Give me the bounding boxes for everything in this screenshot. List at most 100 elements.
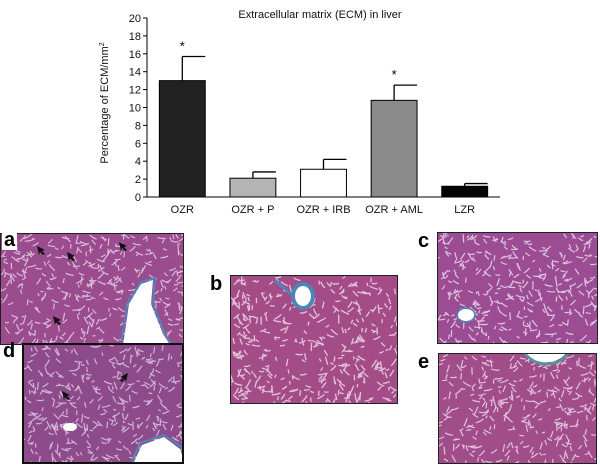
sinusoid-texture xyxy=(371,359,378,368)
sinusoid-texture xyxy=(566,389,570,393)
sinusoid-texture xyxy=(307,321,310,326)
sinusoid-texture xyxy=(37,292,40,297)
sinusoid-texture xyxy=(11,314,18,318)
sinusoid-texture xyxy=(534,404,539,409)
sinusoid-texture xyxy=(97,395,104,402)
y-tick-label: 20 xyxy=(129,13,141,25)
sinusoid-texture xyxy=(76,396,81,401)
sinusoid-texture xyxy=(472,399,481,403)
sinusoid-texture xyxy=(299,310,308,314)
sinusoid-texture xyxy=(519,297,524,303)
sinusoid-texture xyxy=(155,429,160,436)
sinusoid-texture xyxy=(47,372,54,378)
sinusoid-texture xyxy=(326,333,335,338)
sinusoid-texture xyxy=(505,295,514,301)
sinusoid-texture xyxy=(92,424,98,430)
sinusoid-texture xyxy=(455,443,461,449)
sinusoid-texture xyxy=(585,341,590,343)
sinusoid-texture xyxy=(231,297,238,305)
sinusoid-texture xyxy=(508,254,512,260)
sinusoid-texture xyxy=(95,389,98,394)
sinusoid-texture xyxy=(31,463,36,464)
sinusoid-texture xyxy=(587,339,592,343)
sinusoid-texture xyxy=(578,290,585,296)
sinusoid-texture xyxy=(75,452,80,457)
sinusoid-texture xyxy=(553,386,560,392)
sinusoid-texture xyxy=(348,400,352,403)
sinusoid-texture xyxy=(88,321,93,328)
sinusoid-texture xyxy=(475,430,478,436)
sinusoid-texture xyxy=(468,333,474,341)
sinusoid-texture xyxy=(162,301,171,306)
sinusoid-texture xyxy=(558,251,563,257)
sinusoid-texture xyxy=(474,299,480,306)
sinusoid-texture xyxy=(264,296,268,302)
sinusoid-texture xyxy=(475,268,482,275)
sinusoid-texture xyxy=(526,274,532,279)
sinusoid-texture xyxy=(444,250,452,255)
ecm-bar-chart: Extracellular matrix (ECM) in liver Perc… xyxy=(99,9,500,216)
sinusoid-texture xyxy=(24,438,26,440)
sinusoid-texture xyxy=(184,421,185,427)
sinusoid-texture xyxy=(280,393,286,400)
sinusoid-texture xyxy=(569,341,572,343)
sinusoid-texture xyxy=(545,245,552,251)
sinusoid-texture xyxy=(177,405,182,409)
sinusoid-texture xyxy=(26,364,33,372)
sinusoid-texture xyxy=(238,392,246,397)
sinusoid-texture xyxy=(588,388,591,393)
sinusoid-texture xyxy=(443,446,446,455)
sinusoid-texture xyxy=(261,367,268,370)
sinusoid-texture xyxy=(565,441,572,445)
sinusoid-texture xyxy=(12,273,17,278)
sinusoid-texture xyxy=(333,356,336,362)
sinusoid-texture xyxy=(281,399,287,403)
sinusoid-texture xyxy=(91,380,95,383)
sinusoid-texture xyxy=(365,311,370,318)
sinusoid-texture xyxy=(176,414,182,418)
sinusoid-texture xyxy=(477,291,480,297)
sinusoid-texture xyxy=(544,283,553,287)
sinusoid-texture xyxy=(321,336,326,339)
sinusoid-texture xyxy=(439,337,446,343)
sinusoid-texture xyxy=(168,386,176,393)
sinusoid-texture xyxy=(528,381,534,390)
sinusoid-texture xyxy=(89,234,97,240)
sinusoid-texture xyxy=(531,451,534,456)
sinusoid-texture xyxy=(333,307,338,314)
sinusoid-texture xyxy=(282,303,287,309)
sinusoid-texture xyxy=(546,314,555,316)
sinusoid-texture xyxy=(242,323,250,329)
sinusoid-texture xyxy=(439,362,444,366)
sinusoid-texture xyxy=(28,331,35,336)
sinusoid-texture xyxy=(366,282,369,287)
sinusoid-texture xyxy=(464,277,467,283)
sinusoid-texture xyxy=(556,340,558,343)
sinusoid-texture xyxy=(467,252,474,261)
sinusoid-texture xyxy=(171,240,179,243)
sinusoid-texture xyxy=(553,421,559,426)
sinusoid-texture xyxy=(4,271,11,276)
sinusoid-texture xyxy=(549,371,555,380)
sinusoid-texture xyxy=(263,348,268,351)
sinusoid-texture xyxy=(107,237,110,246)
sinusoid-texture xyxy=(526,322,532,330)
sinusoid-texture xyxy=(113,381,118,390)
sinusoid-texture xyxy=(59,452,61,458)
sinusoid-texture xyxy=(164,312,169,316)
sinusoid-texture xyxy=(252,315,258,319)
sinusoid-texture xyxy=(15,249,21,253)
sinusoid-texture xyxy=(378,307,383,310)
sinusoid-texture xyxy=(466,234,470,239)
sinusoid-texture xyxy=(582,257,588,263)
sinusoid-texture xyxy=(135,251,144,256)
sinusoid-texture xyxy=(561,362,567,365)
sinusoid-texture xyxy=(494,377,504,380)
sinusoid-texture xyxy=(178,303,181,311)
sinusoid-texture xyxy=(58,375,64,378)
sinusoid-texture xyxy=(27,421,33,428)
sinusoid-texture xyxy=(8,301,14,306)
sinusoid-texture xyxy=(97,404,101,411)
sinusoid-texture xyxy=(313,344,319,348)
sinusoid-texture xyxy=(528,419,532,428)
